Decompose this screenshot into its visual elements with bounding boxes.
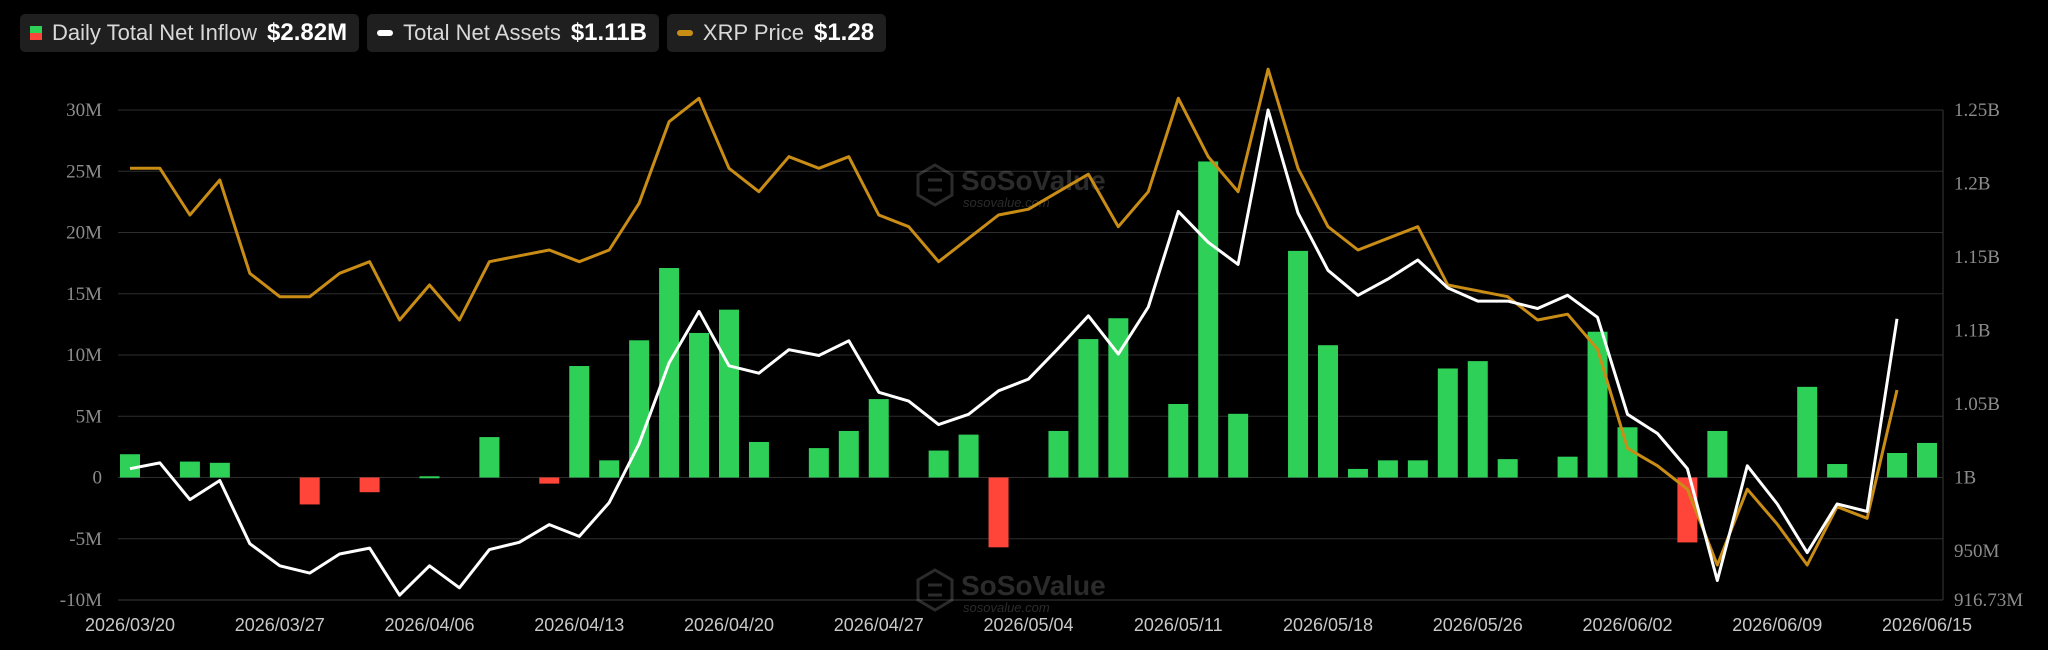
inflow-bar — [719, 309, 739, 478]
y-right-tick-label: 1B — [1954, 468, 1976, 489]
inflow-bar — [1198, 161, 1219, 478]
legend-total-net-assets[interactable]: Total Net Assets $1.11B — [367, 14, 659, 52]
inflow-bar — [179, 461, 200, 478]
inflow-bar — [748, 441, 769, 478]
price-swatch-icon — [676, 30, 693, 36]
x-tick-label: 2026/06/15 — [1882, 615, 1972, 635]
legend-inflow-label: Daily Total Net Inflow — [52, 20, 258, 45]
inflow-bar — [1677, 477, 1698, 543]
y-left-tick-label: 15M — [66, 284, 102, 305]
inflow-bar — [868, 399, 889, 478]
y-left-tick-label: 10M — [66, 345, 102, 366]
inflow-bar — [1108, 318, 1129, 478]
inflow-bar — [419, 476, 440, 479]
inflow-bar — [359, 477, 380, 493]
y-right-tick-label: 1.15B — [1954, 247, 2000, 268]
legend-assets-label: Total Net Assets — [403, 20, 561, 45]
inflow-bar — [838, 430, 859, 478]
y-left-tick-label: 25M — [66, 161, 102, 182]
watermark-brand: SoSoValue — [961, 570, 1106, 601]
inflow-bar — [1288, 250, 1309, 478]
x-tick-label: 2026/03/20 — [85, 615, 175, 635]
x-tick-label: 2026/03/27 — [235, 615, 325, 635]
inflow-bar — [120, 454, 140, 478]
inflow-bar — [1617, 427, 1638, 478]
sosovalue-logo-icon — [916, 163, 954, 207]
inflow-bar — [1827, 464, 1848, 478]
inflow-bar — [209, 462, 230, 478]
inflow-bar — [1917, 442, 1937, 478]
x-tick-label: 2026/04/27 — [834, 615, 924, 635]
y-right-tick-label: 950M — [1954, 541, 2000, 562]
inflow-bar — [958, 434, 979, 478]
inflow-bar — [599, 460, 620, 478]
inflow-bar — [569, 366, 590, 478]
inflow-bar — [1497, 459, 1518, 478]
sosovalue-logo-icon — [916, 568, 954, 612]
sosovalue-logo-mark — [928, 583, 942, 597]
legend-assets-value: $1.11B — [570, 19, 647, 46]
y-right-tick-label: 1.1B — [1954, 321, 1990, 342]
inflow-bar — [1048, 430, 1069, 478]
inflow-bar — [479, 437, 500, 478]
sosovalue-logo-mark — [928, 178, 942, 192]
y-right-tick-label: 916.73M — [1954, 590, 2023, 611]
inflow-bar — [1707, 430, 1728, 478]
inflow-bar — [1797, 386, 1818, 478]
y-left-tick-label: 5M — [76, 406, 103, 427]
y-left-tick-label: 20M — [66, 223, 102, 244]
inflow-bar — [1407, 460, 1428, 478]
inflow-bar — [1347, 468, 1368, 478]
y-right-tick-label: 1.05B — [1954, 394, 2000, 415]
legend-inflow-value: $2.82M — [267, 19, 348, 46]
x-tick-label: 2026/05/11 — [1134, 615, 1223, 635]
inflow-bar — [1557, 456, 1578, 478]
inflow-swatch-icon — [30, 26, 42, 40]
x-tick-label: 2026/04/13 — [534, 615, 624, 635]
inflow-bar — [1318, 345, 1338, 478]
y-right-tick-label: 1.2B — [1954, 174, 1990, 195]
inflow-bar — [808, 448, 829, 478]
total-net-assets-line — [129, 108, 1899, 597]
inflow-bar — [1377, 460, 1398, 478]
inflow-bar — [659, 268, 680, 478]
watermark-brand: SoSoValue — [961, 165, 1106, 196]
x-tick-label: 2026/05/04 — [983, 615, 1073, 635]
inflow-bar — [1437, 368, 1458, 478]
inflow-bar — [1228, 413, 1249, 478]
legend-price-value: $1.28 — [813, 19, 875, 46]
inflow-bar — [689, 332, 710, 478]
watermark-url: sosovalue.com — [963, 600, 1050, 615]
inflow-bar — [988, 477, 1009, 548]
inflow-bar — [539, 477, 560, 484]
y-right-tick-label: 1.25B — [1954, 100, 2000, 121]
y-left-tick-label: 30M — [66, 100, 102, 121]
inflow-bar — [1168, 404, 1189, 478]
y-left-tick-label: -10M — [60, 590, 102, 611]
y-left-tick-label: -5M — [69, 529, 102, 550]
legend-daily-net-inflow[interactable]: Daily Total Net Inflow $2.82M — [20, 14, 360, 52]
watermark-url: sosovalue.com — [963, 195, 1050, 210]
assets-swatch-icon — [377, 30, 394, 36]
xrp-price-line — [130, 67, 1899, 567]
x-tick-label: 2026/06/02 — [1582, 615, 1672, 635]
inflow-bar — [928, 450, 949, 478]
y-left-tick-label: 0 — [93, 468, 103, 489]
x-tick-label: 2026/04/20 — [684, 615, 774, 635]
x-tick-label: 2026/04/06 — [384, 615, 474, 635]
chart-legend: Daily Total Net Inflow $2.82M Total Net … — [20, 14, 887, 52]
legend-price-label: XRP Price — [702, 20, 804, 45]
inflow-bar — [629, 340, 650, 478]
inflow-bar — [1078, 339, 1099, 478]
x-tick-label: 2026/05/18 — [1283, 615, 1373, 635]
inflow-bar — [1467, 361, 1488, 478]
inflow-bar — [299, 477, 320, 505]
inflow-bar — [1887, 453, 1908, 478]
x-tick-label: 2026/06/09 — [1732, 615, 1822, 635]
legend-xrp-price[interactable]: XRP Price $1.28 — [666, 14, 887, 52]
x-tick-label: 2026/05/26 — [1433, 615, 1523, 635]
